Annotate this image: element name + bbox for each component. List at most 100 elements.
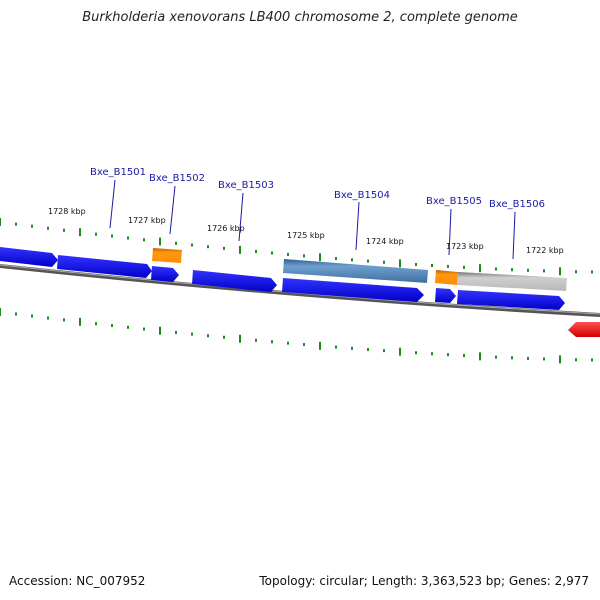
scale-label: 1727 kbp — [128, 216, 166, 225]
gene-arrow-cds[interactable] — [151, 266, 179, 282]
tick-mark-minor — [367, 348, 369, 352]
tick-mark-minor — [15, 222, 17, 226]
scale-label: 1726 kbp — [207, 224, 245, 233]
tick-mark-major — [79, 228, 81, 237]
upper-tick-ring — [0, 218, 593, 276]
tick-mark-minor — [431, 352, 433, 356]
tick-mark-major — [159, 237, 161, 246]
tick-mark-minor — [511, 268, 513, 272]
tick-mark-minor — [175, 241, 177, 245]
tick-mark-minor — [463, 265, 465, 269]
gene-label-bxe-b1501[interactable]: Bxe_B1501 — [90, 167, 146, 178]
gene-label-bxe-b1506[interactable]: Bxe_B1506 — [489, 199, 545, 210]
tick-mark-major — [319, 253, 321, 262]
tick-mark-major — [239, 245, 241, 254]
tick-mark-minor — [111, 234, 113, 238]
gene-arrow-cds[interactable] — [457, 290, 565, 310]
tick-mark-minor — [31, 314, 33, 318]
tick-mark-minor — [63, 318, 65, 322]
tick-mark-minor — [63, 228, 65, 232]
tick-mark-minor — [303, 254, 305, 258]
gene-arrow-cds[interactable] — [435, 288, 456, 303]
gene-arrow-cds[interactable] — [57, 255, 152, 278]
gene-arrow-reverse[interactable] — [568, 322, 600, 337]
gene-label-bxe-b1502[interactable]: Bxe_B1502 — [149, 173, 205, 184]
tick-mark-minor — [543, 357, 545, 361]
gene-arrow-cds[interactable] — [192, 270, 277, 292]
tick-mark-minor — [511, 356, 513, 360]
accession-label: Accession: NC_007952 — [9, 574, 146, 588]
tick-mark-minor — [543, 269, 545, 273]
gene-leader-line — [238, 192, 244, 242]
tick-mark-minor — [191, 332, 193, 336]
tick-mark-minor — [415, 351, 417, 355]
genome-backbone — [0, 264, 600, 317]
tick-mark-minor — [351, 258, 353, 262]
gene-feature-orange[interactable] — [435, 270, 458, 285]
gene-arrow-cds[interactable] — [282, 278, 424, 302]
gene-arrow-cds[interactable] — [0, 247, 58, 267]
tick-mark-minor — [31, 224, 33, 228]
gene-feature-grey[interactable] — [457, 272, 567, 291]
tick-mark-minor — [591, 358, 593, 362]
gene-feature-orange[interactable] — [152, 248, 182, 263]
tick-mark-minor — [207, 245, 209, 249]
tick-mark-minor — [383, 349, 385, 353]
scale-label: 1723 kbp — [446, 242, 484, 251]
gene-label-bxe-b1505[interactable]: Bxe_B1505 — [426, 196, 482, 207]
tick-mark-major — [239, 334, 241, 343]
tick-mark-minor — [175, 330, 177, 334]
tick-mark-minor — [431, 263, 433, 267]
tick-mark-minor — [127, 325, 129, 329]
tick-mark-minor — [47, 226, 49, 230]
gene-feature-steel[interactable] — [283, 259, 428, 283]
tick-mark-minor — [207, 334, 209, 338]
scale-label: 1724 kbp — [366, 237, 404, 246]
gene-label-bxe-b1503[interactable]: Bxe_B1503 — [218, 180, 274, 191]
tick-mark-major — [479, 352, 481, 361]
gene-leader-line — [109, 179, 116, 229]
tick-mark-minor — [127, 236, 129, 240]
tick-mark-major — [159, 326, 161, 335]
tick-mark-minor — [367, 259, 369, 263]
tick-mark-minor — [495, 267, 497, 271]
gene-label-bxe-b1504[interactable]: Bxe_B1504 — [334, 190, 390, 201]
tick-mark-minor — [255, 249, 257, 253]
tick-mark-minor — [191, 243, 193, 247]
tick-mark-major — [0, 308, 1, 316]
tick-mark-minor — [495, 355, 497, 359]
tick-mark-minor — [447, 264, 449, 268]
map-title: Burkholderia xenovorans LB400 chromosome… — [82, 10, 518, 25]
tick-mark-major — [479, 264, 481, 273]
genome-stats: Topology: circular; Length: 3,363,523 bp… — [259, 574, 589, 588]
tick-mark-minor — [575, 270, 577, 274]
tick-mark-minor — [111, 324, 113, 328]
tick-mark-minor — [223, 246, 225, 250]
tick-mark-minor — [335, 345, 337, 349]
tick-mark-minor — [287, 341, 289, 345]
tick-mark-minor — [287, 252, 289, 256]
gene-leader-line — [169, 185, 176, 235]
tick-mark-minor — [527, 268, 529, 272]
gene-leader-line — [448, 208, 452, 256]
tick-mark-minor — [335, 257, 337, 261]
tick-mark-minor — [271, 340, 273, 344]
lower-tick-ring — [0, 308, 593, 364]
scale-label: 1728 kbp — [48, 207, 86, 216]
tick-mark-minor — [223, 335, 225, 339]
tick-mark-minor — [143, 238, 145, 242]
tick-mark-minor — [575, 358, 577, 362]
gene-leader-line — [512, 211, 516, 260]
tick-mark-minor — [415, 262, 417, 266]
tick-mark-major — [319, 341, 321, 350]
tick-mark-minor — [527, 356, 529, 360]
tick-mark-minor — [255, 338, 257, 342]
tick-mark-major — [399, 259, 401, 268]
gene-leader-line — [355, 201, 360, 251]
tick-mark-minor — [303, 343, 305, 347]
tick-mark-minor — [271, 251, 273, 255]
tick-mark-minor — [447, 353, 449, 357]
scale-label: 1722 kbp — [526, 246, 564, 255]
tick-mark-major — [559, 355, 561, 364]
